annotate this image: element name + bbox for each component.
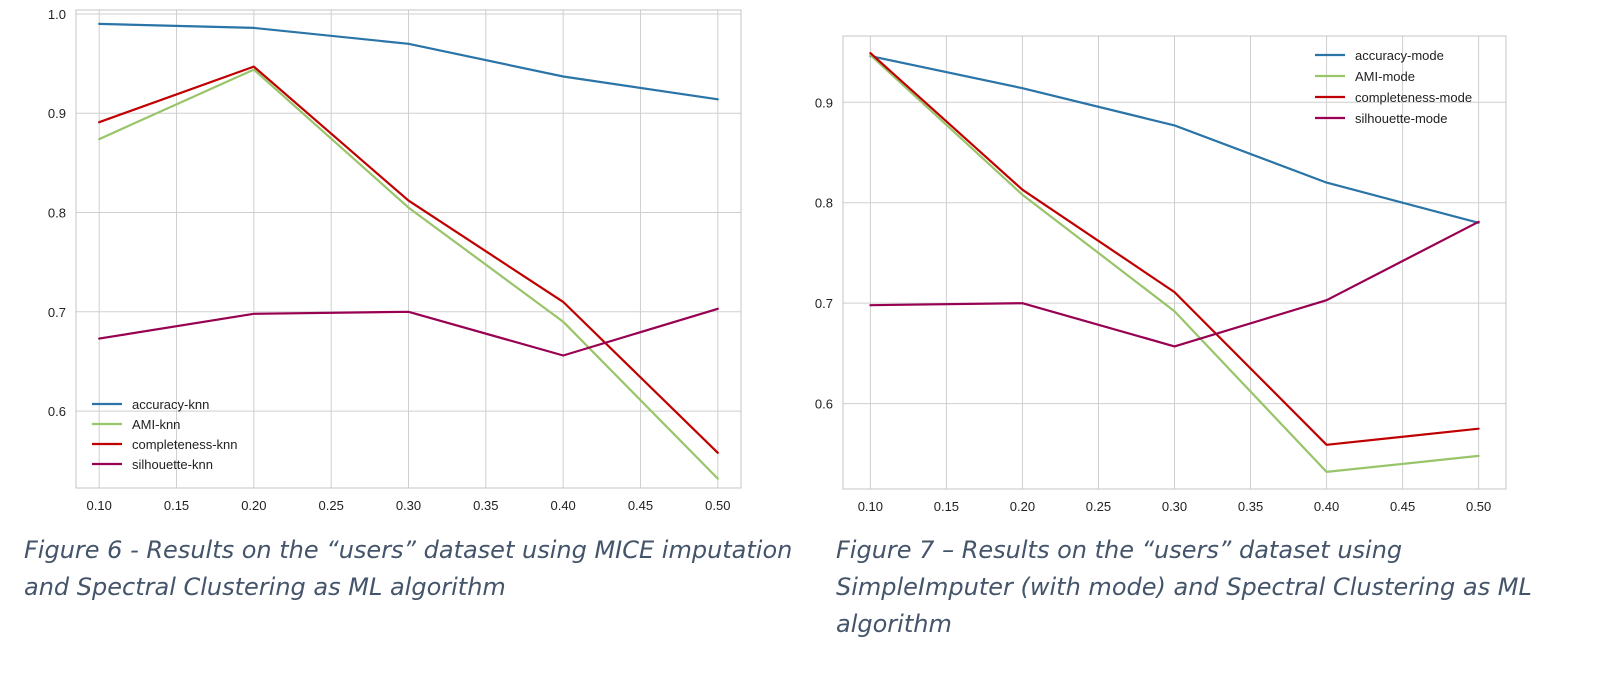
chart-figure-7: 0.10 0.15 0.20 0.25 0.30 0.35 0.40 0.45 0.50 0.6 0… <box>815 35 1507 514</box>
series-line-accuracy-knn <box>98 22 719 101</box>
x-tick-label: 0.30 <box>1162 499 1187 514</box>
series-line-silhouette-mode <box>869 220 1480 348</box>
chart-figure-6: 0.10 0.15 0.20 0.25 0.30 0.35 0.40 0.45 0.50 0.6 0… <box>48 7 742 513</box>
y-tick-label: 0.9 <box>815 95 833 110</box>
x-tick-label: 0.35 <box>473 498 498 513</box>
x-tick-label: 0.40 <box>1314 499 1339 514</box>
x-tick-label: 0.30 <box>396 498 421 513</box>
y-tick-label: 1.0 <box>48 7 66 22</box>
series-line-completeness-knn <box>98 65 719 454</box>
x-tick-label: 0.45 <box>628 498 653 513</box>
y-tick-label: 0.6 <box>815 397 833 412</box>
x-tick-label: 0.35 <box>1238 499 1263 514</box>
y-tick-label: 0.8 <box>815 196 833 211</box>
legend-label-ami-knn: AMI-knn <box>132 417 180 432</box>
legend: accuracy-mode AMI-mode completeness-mode si… <box>1315 48 1472 126</box>
x-tick-label: 0.15 <box>934 499 959 514</box>
y-tick-label: 0.7 <box>815 296 833 311</box>
figure-6-caption: Figure 6 - Results on the “users” datase… <box>24 536 793 601</box>
legend-label-accuracy-mode: accuracy-mode <box>1355 48 1444 63</box>
series-line-ami-mode <box>869 53 1480 473</box>
x-tick-label: 0.15 <box>164 498 189 513</box>
legend-label-silhouette-knn: silhouette-knn <box>132 457 213 472</box>
legend-label-completeness-mode: completeness-mode <box>1355 90 1472 105</box>
x-tick-label: 0.10 <box>87 498 112 513</box>
x-tick-label: 0.50 <box>705 498 730 513</box>
series-line-accuracy-mode <box>869 54 1480 224</box>
x-tick-label: 0.50 <box>1466 499 1491 514</box>
legend: accuracy-knn AMI-knn completeness-knn silho… <box>92 397 238 472</box>
legend-label-completeness-knn: completeness-knn <box>132 437 238 452</box>
legend-label-ami-mode: AMI-mode <box>1355 69 1415 84</box>
x-tick-label: 0.20 <box>1010 499 1035 514</box>
legend-label-silhouette-mode: silhouette-mode <box>1355 111 1448 126</box>
plot-frame <box>842 35 1507 490</box>
y-tick-label: 0.9 <box>48 106 66 121</box>
x-tick-label: 0.40 <box>550 498 575 513</box>
x-tick-label: 0.25 <box>319 498 344 513</box>
series-line-completeness-mode <box>869 51 1480 446</box>
figure-7-caption: Figure 7 – Results on the “users” datase… <box>836 536 1532 638</box>
y-tick-label: 0.8 <box>48 206 66 221</box>
x-tick-label: 0.45 <box>1390 499 1415 514</box>
y-tick-label: 0.7 <box>48 305 66 320</box>
plot-frame <box>75 9 742 489</box>
series-line-silhouette-knn <box>98 307 719 357</box>
y-tick-label: 0.6 <box>48 404 66 419</box>
legend-label-accuracy-knn: accuracy-knn <box>132 397 209 412</box>
x-tick-label: 0.20 <box>241 498 266 513</box>
series-line-ami-knn <box>98 68 719 480</box>
x-tick-label: 0.25 <box>1086 499 1111 514</box>
x-tick-label: 0.10 <box>858 499 883 514</box>
grid <box>76 10 741 488</box>
